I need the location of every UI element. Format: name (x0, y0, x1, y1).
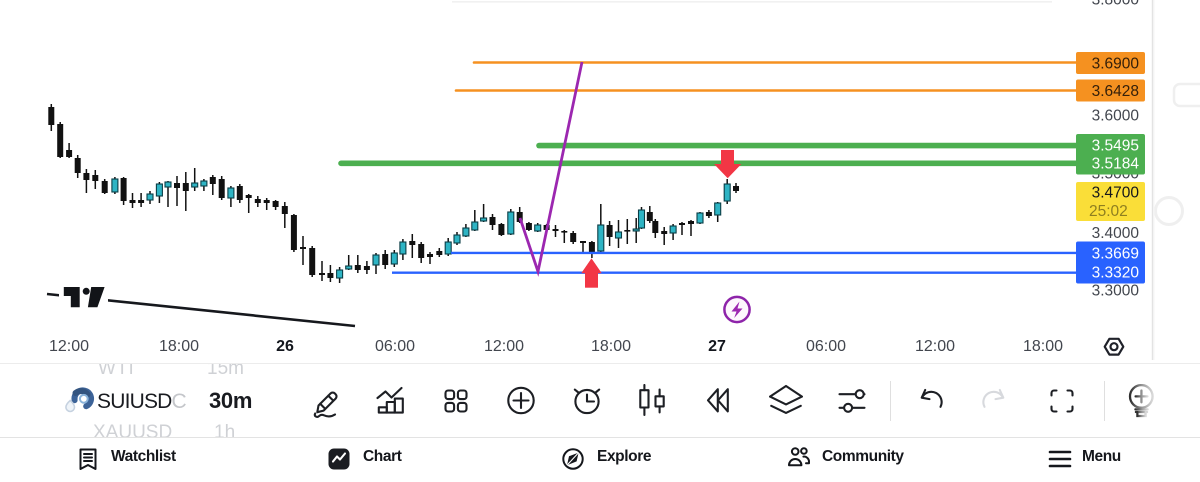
svg-text:3.8000: 3.8000 (1092, 0, 1140, 9)
svg-text:3.3320: 3.3320 (1092, 265, 1140, 282)
svg-text:25:02: 25:02 (1089, 203, 1128, 220)
svg-text:18:00: 18:00 (159, 338, 199, 355)
svg-text:3.3669: 3.3669 (1092, 246, 1139, 263)
svg-text:26: 26 (276, 338, 294, 355)
svg-text:3.4000: 3.4000 (1092, 225, 1140, 242)
svg-text:12:00: 12:00 (484, 338, 524, 355)
svg-text:27: 27 (708, 338, 726, 355)
svg-text:3.5495: 3.5495 (1092, 138, 1139, 155)
svg-text:3.6428: 3.6428 (1092, 83, 1139, 100)
svg-text:12:00: 12:00 (49, 338, 89, 355)
svg-text:3.5184: 3.5184 (1092, 156, 1140, 173)
svg-text:06:00: 06:00 (806, 338, 846, 355)
svg-text:3.3000: 3.3000 (1092, 283, 1140, 300)
svg-text:06:00: 06:00 (375, 338, 415, 355)
svg-text:3.4700: 3.4700 (1092, 185, 1140, 202)
svg-text:12:00: 12:00 (915, 338, 955, 355)
svg-text:3.6000: 3.6000 (1092, 108, 1140, 125)
svg-text:18:00: 18:00 (1023, 338, 1063, 355)
svg-text:18:00: 18:00 (591, 338, 631, 355)
svg-text:3.6900: 3.6900 (1092, 56, 1140, 73)
